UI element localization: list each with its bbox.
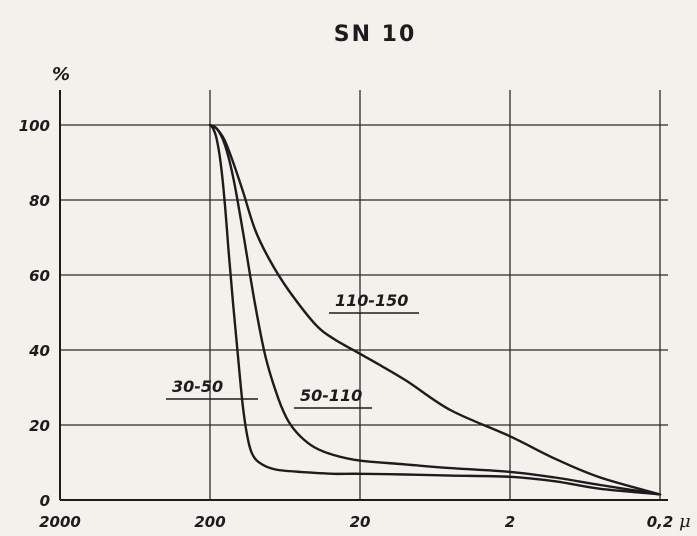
y-axis-ticks: 0 20 40 60 80 100	[19, 117, 50, 510]
series-label-50-110: 50-110	[300, 386, 362, 405]
y-axis-label: %	[52, 64, 70, 85]
series-labels: 110-150 50-110 30-50	[166, 291, 419, 409]
x-tick-label: 2000	[39, 513, 81, 531]
x-tick-label: 2	[505, 513, 515, 531]
grid	[60, 90, 668, 500]
y-tick-label: 20	[29, 417, 50, 435]
x-tick-label: 0,2	[647, 513, 674, 531]
y-tick-label: 0	[40, 492, 50, 510]
series-label-110-150: 110-150	[335, 291, 408, 310]
chart-title: SN 10	[334, 22, 417, 47]
y-tick-label: 60	[29, 267, 50, 285]
y-tick-label: 40	[28, 342, 50, 360]
y-tick-label: 100	[19, 117, 50, 135]
x-axis-unit: μ	[679, 511, 691, 532]
x-tick-label: 200	[194, 513, 225, 531]
series	[208, 123, 662, 496]
series-label-30-50: 30-50	[172, 377, 223, 396]
series-line-50-110	[208, 123, 662, 496]
series-line-30-50	[208, 123, 662, 496]
x-axis-ticks: 2000 200 20 2 0,2	[39, 513, 673, 531]
series-line-110-150	[208, 123, 662, 496]
x-tick-label: 20	[350, 513, 371, 531]
axes	[59, 90, 668, 501]
y-tick-label: 80	[29, 192, 50, 210]
